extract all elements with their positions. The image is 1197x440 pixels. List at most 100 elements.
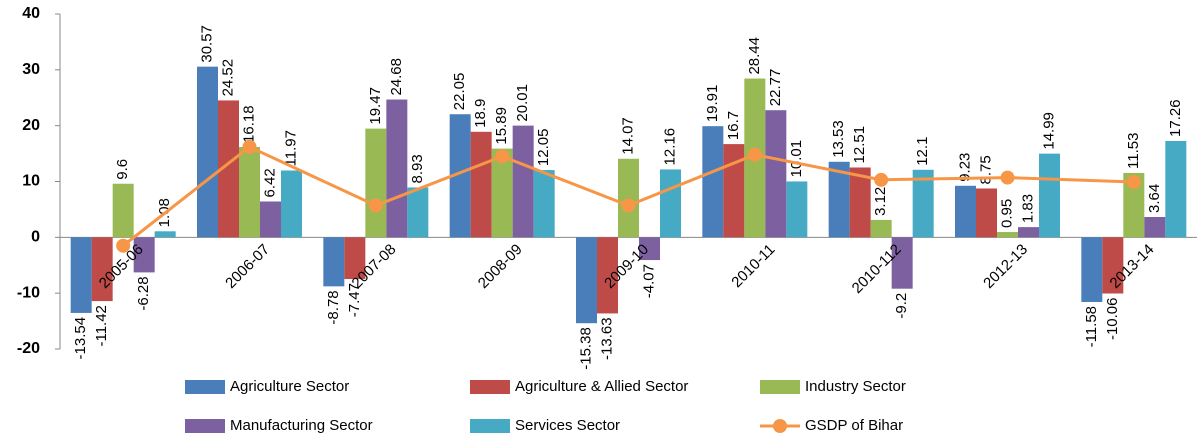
bar xyxy=(1039,153,1060,238)
data-label: 11.97 xyxy=(282,130,299,166)
legend-swatch xyxy=(185,419,225,433)
line-marker xyxy=(242,139,257,154)
data-label: -7.47 xyxy=(346,283,363,317)
data-label: 9.23 xyxy=(956,153,973,182)
bar xyxy=(891,237,913,289)
data-label: -8.78 xyxy=(325,290,342,324)
x-tick-label: 2008-09 xyxy=(475,241,526,292)
bar xyxy=(955,185,976,238)
bar xyxy=(91,237,113,302)
bar xyxy=(976,188,997,238)
data-label: 8.75 xyxy=(977,155,994,184)
bar xyxy=(512,125,534,238)
bar xyxy=(912,169,934,238)
data-label: -9.2 xyxy=(893,293,910,319)
x-tick-label: 2006-07 xyxy=(222,241,273,292)
data-label: -6.28 xyxy=(135,276,152,310)
data-label: 3.12 xyxy=(872,187,889,216)
data-label: -11.42 xyxy=(93,305,110,346)
data-label: -10.06 xyxy=(1104,298,1121,341)
bar xyxy=(239,146,260,238)
bar xyxy=(449,114,471,238)
data-label: 13.53 xyxy=(830,120,847,158)
data-label: 30.57 xyxy=(198,25,215,63)
bar xyxy=(576,237,597,324)
line-marker xyxy=(874,172,889,187)
bar xyxy=(723,144,745,238)
data-label: 14.99 xyxy=(1040,112,1057,150)
bar xyxy=(786,181,808,238)
data-label: -4.07 xyxy=(640,264,657,298)
bar xyxy=(344,237,366,280)
bar xyxy=(997,232,1018,238)
bar xyxy=(1102,237,1124,294)
data-label: 24.52 xyxy=(219,59,236,97)
line-marker xyxy=(747,147,762,162)
data-label: 15.89 xyxy=(493,107,510,145)
data-label: -15.38 xyxy=(577,327,594,370)
bar xyxy=(702,126,724,238)
y-tick-label: 0 xyxy=(31,229,40,246)
bar xyxy=(218,100,239,238)
data-label: -13.63 xyxy=(598,317,615,360)
y-tick-label: 20 xyxy=(22,117,40,134)
data-label: 16.7 xyxy=(725,111,742,140)
bar xyxy=(70,237,92,313)
data-label: 12.51 xyxy=(851,126,868,164)
legend-label: Services Sector xyxy=(515,417,620,434)
bar xyxy=(849,167,871,238)
bar xyxy=(1165,140,1187,238)
bar xyxy=(1081,237,1103,302)
data-label: 12.16 xyxy=(661,128,678,166)
line-marker xyxy=(1000,170,1015,185)
bar xyxy=(533,170,555,238)
data-label: 19.91 xyxy=(704,85,721,123)
legend-label: Agriculture Sector xyxy=(230,378,349,395)
data-label: -13.54 xyxy=(72,317,89,360)
line-marker xyxy=(495,149,510,164)
x-tick-label: 2010-11 xyxy=(728,241,778,291)
legend-label: Manufacturing Sector xyxy=(230,417,373,434)
data-label: 22.05 xyxy=(451,73,468,111)
line-marker xyxy=(116,238,131,253)
bar xyxy=(1144,217,1166,238)
bar xyxy=(407,187,429,238)
bar xyxy=(365,128,387,238)
bar xyxy=(597,237,618,314)
legend-label: Agriculture & Allied Sector xyxy=(515,378,688,395)
legend-label: GSDP of Bihar xyxy=(805,417,903,434)
legend-swatch xyxy=(773,419,787,433)
bar xyxy=(1018,227,1039,238)
data-label: 0.95 xyxy=(998,199,1015,228)
line-marker xyxy=(621,198,636,213)
bar xyxy=(281,170,302,238)
y-tick-label: -10 xyxy=(17,284,40,301)
y-tick-label: 30 xyxy=(22,61,40,78)
data-label: 3.64 xyxy=(1146,184,1163,213)
data-label: -11.58 xyxy=(1083,306,1100,347)
data-label: 1.83 xyxy=(1019,194,1036,223)
bar xyxy=(618,158,639,238)
bar xyxy=(491,148,513,238)
data-label: 16.18 xyxy=(240,105,257,143)
bar xyxy=(660,169,681,238)
data-label: 22.77 xyxy=(767,69,784,107)
y-tick-label: 10 xyxy=(22,173,40,190)
line-marker xyxy=(368,198,383,213)
bar xyxy=(323,237,345,287)
data-label: 28.44 xyxy=(746,37,763,75)
bar xyxy=(197,66,218,238)
data-label: 17.26 xyxy=(1167,99,1184,137)
bar xyxy=(1123,172,1145,238)
y-tick-label: -20 xyxy=(17,340,40,357)
data-label: 12.1 xyxy=(914,137,931,166)
data-label: 8.93 xyxy=(409,154,426,183)
bar xyxy=(870,219,892,238)
legend-swatch xyxy=(470,419,510,433)
data-label: 24.68 xyxy=(388,58,405,96)
legend-swatch xyxy=(760,380,800,394)
legend-swatch xyxy=(185,380,225,394)
bar xyxy=(112,183,134,238)
data-label: 9.6 xyxy=(114,159,131,180)
